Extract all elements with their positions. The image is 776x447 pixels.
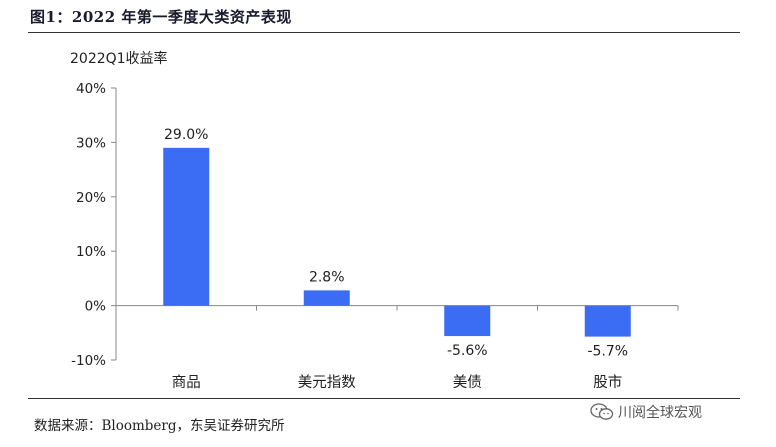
y-tick-label: 30% [76,135,106,151]
y-tick-label: 10% [76,244,106,260]
data-label: 29.0% [164,127,208,143]
y-tick-label: 0% [85,299,107,315]
x-axis [115,305,679,311]
source-note: 数据来源：Bloomberg，东吴证券研究所 [34,418,285,434]
source-divider [28,398,740,399]
watermark-text: 川阅全球宏观 [618,405,702,421]
data-label: 2.8% [309,269,345,285]
category-labels: 商品 美元指数 美债 股市 [172,374,623,391]
y-tick-label: -10% [71,353,106,369]
wechat-icon [590,403,614,420]
bar [444,305,491,337]
bar [163,147,210,306]
category-label: 股市 [593,374,622,391]
y-tick-label: 20% [76,190,106,206]
y-axis: -10% 0% 10% 20% 30% 40% [71,81,117,369]
bars [163,147,631,337]
figure-title: 图1：2022 年第一季度大类资产表现 [30,8,292,26]
category-label: 商品 [172,374,201,391]
category-label: 美债 [453,374,482,391]
data-labels: 29.0% 2.8% -5.6% -5.7% [164,127,628,360]
chart-title: 2022Q1收益率 [70,51,168,67]
data-label: -5.7% [587,344,628,360]
category-label: 美元指数 [298,374,356,391]
title-divider [28,32,740,33]
bar [303,290,350,306]
y-tick-label: 40% [76,81,106,97]
bar [584,305,631,337]
data-label: -5.6% [447,343,488,359]
watermark: 川阅全球宏观 [590,402,702,422]
